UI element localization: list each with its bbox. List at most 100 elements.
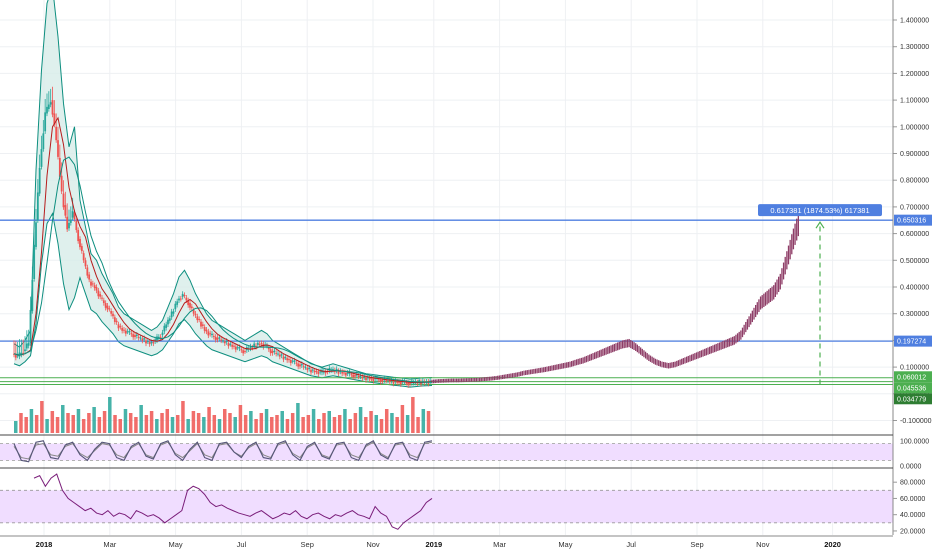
candle-body: [223, 341, 226, 344]
volume-bar: [296, 403, 300, 433]
candle-body: [299, 364, 301, 367]
price-tick-label: 1.100000: [900, 98, 929, 105]
volume-bar: [322, 413, 326, 433]
candle-body: [220, 339, 223, 341]
price-label-bg: [894, 371, 932, 383]
volume-bar: [384, 409, 389, 433]
candle-body: [102, 300, 105, 304]
volume-bar: [358, 407, 363, 433]
candle-body: [196, 316, 199, 321]
candle-body: [253, 343, 256, 347]
candle-body: [242, 350, 245, 354]
price-tick-label: 0.500000: [900, 258, 929, 265]
candle-body: [113, 317, 116, 322]
measure-label: 0.617381 (1874.53%) 617381: [770, 206, 869, 215]
candle-body: [86, 267, 89, 276]
rsi-pane: [0, 473, 893, 530]
volume-bar: [254, 419, 258, 433]
candle-body: [343, 372, 345, 374]
candle-body: [372, 378, 375, 381]
time-tick-label: Mar: [103, 540, 116, 549]
volume-bar: [102, 411, 107, 433]
volume-bar: [233, 417, 237, 433]
candle-body: [271, 351, 274, 354]
candle-body: [194, 313, 197, 316]
time-tick-label: Mar: [493, 540, 506, 549]
candle-body: [112, 313, 114, 317]
rsi-tick-label: 20.0000: [900, 528, 925, 535]
candle-body: [165, 324, 168, 328]
volume-bar: [421, 409, 426, 433]
candle-body: [302, 366, 305, 368]
candle-body: [77, 230, 80, 242]
candle-body: [205, 329, 208, 332]
candle-body: [132, 334, 135, 338]
candle-body: [40, 149, 43, 167]
candle-body: [51, 100, 54, 115]
candle-body: [361, 376, 364, 379]
volume-bar: [202, 417, 206, 433]
volume-bar: [123, 409, 128, 433]
candle-body: [157, 336, 160, 339]
price-tick-label: 0.700000: [900, 204, 929, 211]
candle-body: [95, 287, 98, 291]
candle-body: [183, 295, 186, 297]
rsi-tick-label: 80.0000: [900, 480, 925, 487]
volume-bar: [207, 407, 211, 433]
bands-fill: [14, 0, 432, 388]
price-tick-label: 1.400000: [900, 18, 929, 25]
candle-body: [308, 367, 311, 369]
price-label: 0.045536: [897, 385, 926, 392]
candle-body: [106, 305, 109, 310]
volume-bar: [71, 415, 75, 433]
candle-body: [319, 371, 322, 373]
candle-body: [399, 381, 402, 385]
candle-body: [332, 369, 334, 371]
volume-bar: [416, 417, 420, 433]
volume-bar: [301, 417, 305, 433]
candle-body: [64, 205, 67, 216]
time-tick-label: Sep: [301, 540, 314, 549]
price-label-bg: [894, 382, 932, 394]
volume-bar: [165, 409, 170, 433]
candle-body: [392, 381, 395, 384]
volume-bar: [290, 413, 295, 433]
candle-body: [119, 326, 122, 328]
candle-body: [20, 352, 23, 355]
rsi-line: [33, 473, 433, 530]
candle-body: [46, 106, 48, 114]
volume-bar: [45, 419, 49, 433]
candle-body: [368, 378, 371, 380]
candle-body: [234, 346, 237, 350]
volume-bar: [144, 415, 149, 433]
candle-body: [357, 376, 360, 377]
volume-bar: [343, 409, 347, 433]
candle-body: [238, 347, 241, 349]
volume-bar: [374, 415, 379, 433]
candle-body: [282, 356, 285, 360]
candle-body: [396, 381, 399, 383]
candle-body: [405, 382, 408, 384]
candle-body: [297, 363, 300, 367]
candle-body: [359, 375, 362, 377]
volume-bar: [228, 413, 232, 433]
candle-body: [192, 310, 195, 314]
stoch-tick-label: 100.0000: [900, 439, 929, 446]
candle-body: [75, 221, 78, 231]
candle-body: [117, 324, 120, 329]
volume-bar: [92, 407, 96, 433]
candle-body: [251, 347, 254, 349]
candle-body: [145, 340, 147, 344]
candle-body: [255, 345, 257, 347]
candle-body: [231, 344, 234, 347]
candle-body: [409, 383, 411, 385]
stoch-k-line: [13, 440, 433, 463]
candle-body: [229, 343, 232, 345]
candle-body: [280, 354, 283, 356]
candle-body: [124, 330, 127, 334]
candle-body: [71, 211, 74, 218]
time-tick-label: May: [558, 540, 572, 549]
candle-body: [293, 360, 296, 362]
price-label: 0.034779: [897, 396, 926, 403]
volume-bar: [14, 421, 18, 433]
